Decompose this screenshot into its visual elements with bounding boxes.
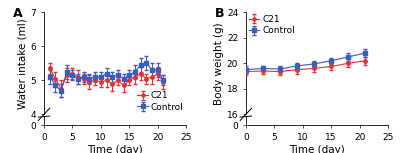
Y-axis label: Water intake (ml): Water intake (ml) <box>18 18 28 109</box>
X-axis label: Time (day): Time (day) <box>289 145 345 153</box>
Legend: C21, Control: C21, Control <box>137 91 184 112</box>
Y-axis label: Body weight (g): Body weight (g) <box>214 22 224 105</box>
X-axis label: Time (day): Time (day) <box>87 145 143 153</box>
Legend: C21, Control: C21, Control <box>248 15 295 35</box>
Text: A: A <box>13 7 22 20</box>
Text: B: B <box>214 7 224 20</box>
